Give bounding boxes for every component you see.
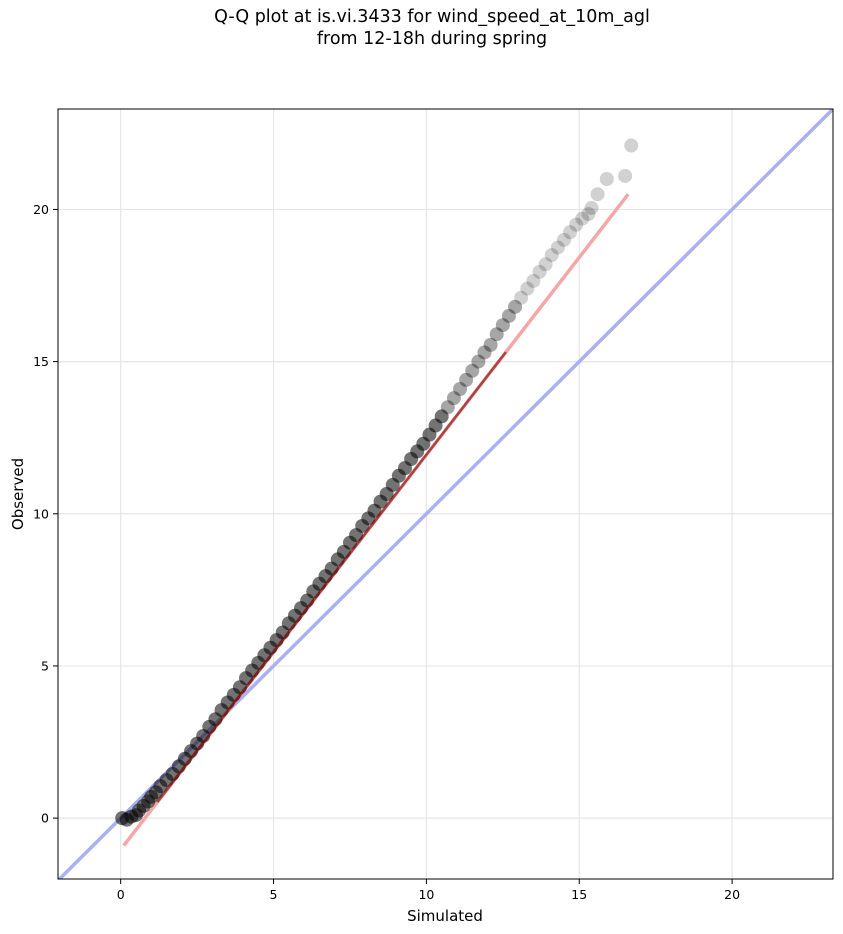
data-point — [624, 138, 639, 153]
y-axis-label: Observed — [9, 458, 27, 530]
x-tick-label: 5 — [270, 887, 278, 902]
data-point — [618, 168, 633, 183]
x-tick-label: 0 — [117, 887, 125, 902]
data-point — [599, 172, 614, 186]
data-point — [563, 225, 578, 240]
data-point — [584, 200, 599, 215]
data-point — [453, 382, 468, 396]
x-axis: 0 5 10 15 20 — [117, 879, 740, 902]
data-point — [569, 217, 584, 232]
x-axis-label: Simulated — [407, 907, 483, 925]
data-point — [514, 290, 529, 305]
data-point — [575, 211, 590, 226]
y-tick-label: 0 — [41, 811, 49, 826]
data-point — [489, 327, 504, 342]
x-tick-label: 15 — [571, 887, 587, 902]
y-tick-label: 15 — [33, 354, 49, 369]
chart-title-line-2: from 12-18h during spring — [316, 29, 548, 49]
y-tick-label: 20 — [33, 202, 49, 217]
fit-line-overlay — [156, 351, 507, 803]
data-point — [459, 372, 474, 387]
y-axis: 0 5 10 15 20 — [33, 202, 58, 826]
data-point — [526, 273, 541, 288]
y-tick-label: 10 — [33, 506, 49, 521]
x-tick-label: 20 — [724, 887, 740, 902]
points-layer — [115, 138, 639, 827]
x-tick-label: 10 — [418, 887, 434, 902]
data-point — [465, 363, 480, 378]
data-point — [434, 409, 449, 424]
data-point — [590, 187, 605, 202]
data-point — [483, 337, 498, 352]
chart-title: Q-Q plot at is.vi.3433 for wind_speed_at… — [0, 6, 843, 50]
data-point — [471, 354, 486, 369]
data-point — [440, 400, 455, 415]
data-point — [538, 257, 553, 272]
data-point — [532, 264, 547, 279]
grid-lines — [58, 109, 833, 879]
data-point — [550, 240, 565, 255]
data-point — [520, 281, 535, 296]
chart-title-line-1: Q-Q plot at is.vi.3433 for wind_speed_at… — [214, 7, 650, 27]
data-point — [581, 207, 596, 221]
data-point — [495, 318, 510, 333]
fit-line-dense-segment — [156, 351, 507, 803]
plot-frame — [57, 108, 834, 880]
data-point — [501, 308, 516, 323]
y-tick-label: 5 — [41, 658, 49, 673]
data-point — [544, 248, 559, 263]
data-point — [477, 345, 492, 360]
data-point — [508, 299, 523, 314]
data-point — [556, 232, 571, 247]
data-point — [446, 391, 461, 406]
